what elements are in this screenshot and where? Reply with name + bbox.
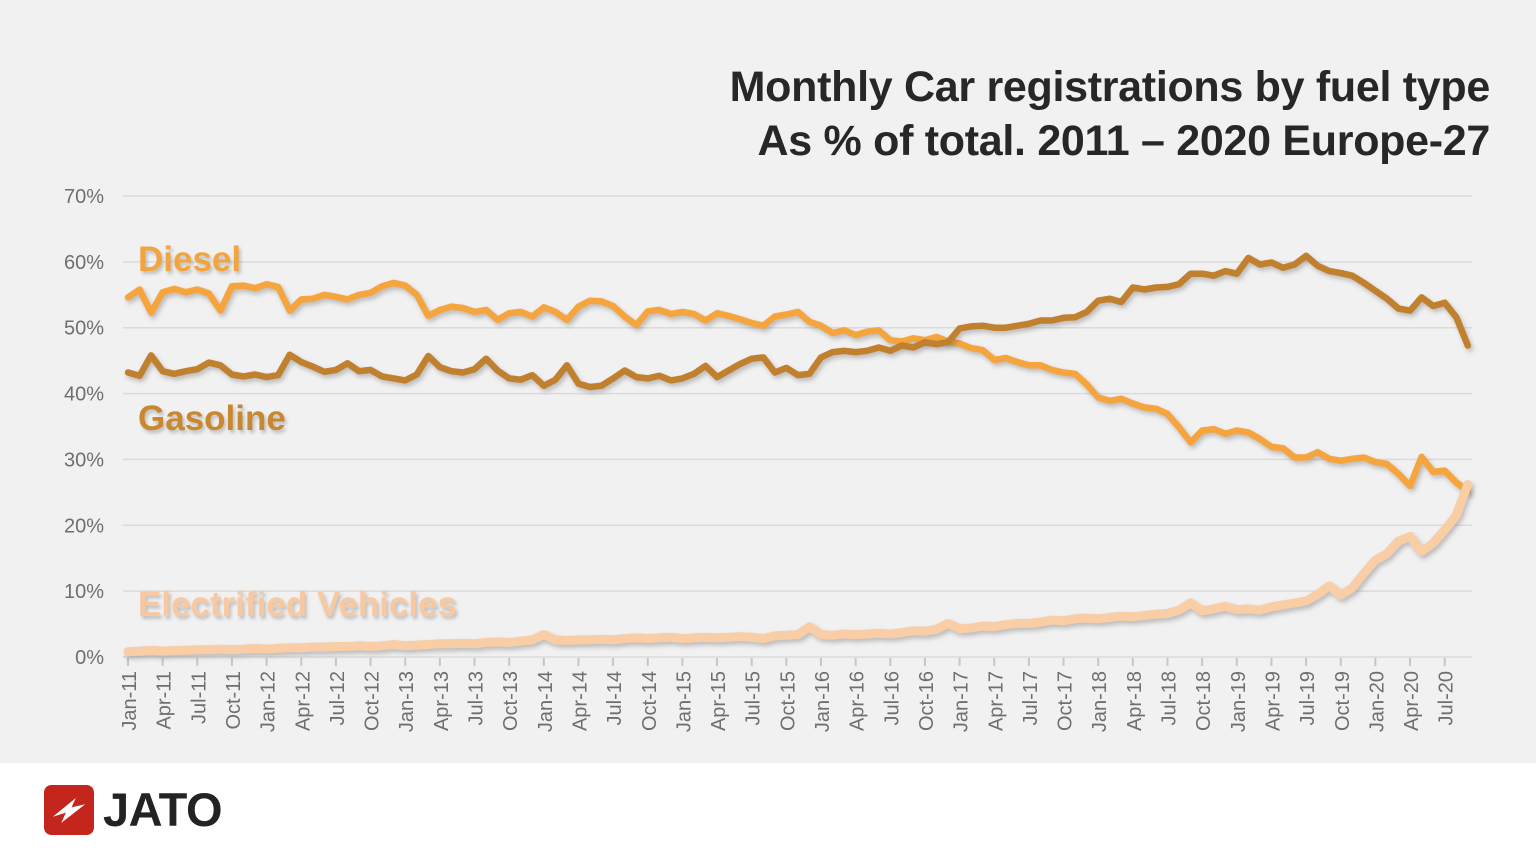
y-axis-label: 70% (64, 186, 104, 208)
chart-title-line2: As % of total. 2011 – 2020 Europe-27 (757, 117, 1491, 165)
y-axis-label: 40% (64, 384, 104, 406)
chart-canvas: 70% 60% 50% 40% 30% 20% 10% 0% Jan-11 Apr-11 Jul-1… (0, 0, 1536, 763)
x-axis-label: Jul-11 (188, 671, 210, 724)
x-axis-label: Jul-16 (881, 671, 903, 725)
line-diesel (124, 279, 1472, 495)
footer: JATO (0, 763, 1536, 857)
x-axis-label: Jan-17 (951, 671, 973, 732)
y-axis-label: 50% (64, 318, 104, 340)
x-axis-label: Jan-13 (396, 671, 418, 732)
x-axis-label: Jan-15 (673, 671, 695, 732)
x-axis-label: Apr-20 (1401, 671, 1423, 731)
x-axis-label: Jul-20 (1436, 671, 1458, 725)
x-axis-label: Apr-14 (569, 671, 591, 731)
x-axis-label: Jul-18 (1159, 671, 1181, 725)
jato-logo-icon (44, 785, 94, 835)
x-axis-label: Apr-18 (1124, 671, 1146, 731)
series-label-electrified-vehicles: Electrified Vehicles (138, 585, 458, 624)
chart-title: Monthly Car registrations by fuel type A… (729, 60, 1491, 168)
x-axis-label: Apr-16 (847, 671, 869, 731)
x-axis-label: Oct-19 (1332, 671, 1354, 731)
line-chart: 70% 60% 50% 40% 30% 20% 10% 0% Jan-11 Apr-11 Jul-1… (64, 186, 1473, 732)
x-axis-label: Apr-19 (1262, 671, 1284, 731)
x-axis-label: Oct-16 (916, 671, 938, 731)
x-axis-label: Jul-15 (743, 671, 765, 725)
line-electrified-vehicles (123, 480, 1473, 657)
y-axis-label: 0% (75, 647, 104, 669)
x-axis-label: Jan-18 (1089, 671, 1111, 732)
x-axis-label: Oct-12 (362, 671, 384, 731)
x-axis-label: Jan-20 (1366, 671, 1388, 732)
x-axis-label: Jan-16 (812, 671, 834, 732)
x-axis-label: Jan-19 (1228, 671, 1250, 732)
y-axis-label: 10% (64, 581, 104, 603)
series-label-diesel: Diesel (138, 240, 242, 279)
series-label-gasoline: Gasoline (138, 399, 286, 438)
x-axis-label: Jul-12 (327, 671, 349, 725)
x-axis-label: Apr-17 (985, 671, 1007, 731)
x-axis-label: Oct-14 (639, 671, 661, 731)
x-axis-label: Apr-13 (431, 671, 453, 731)
x-axis-label: Oct-18 (1193, 671, 1215, 731)
jato-logo: JATO (44, 783, 223, 836)
x-axis-label: Jan-12 (258, 671, 280, 732)
x-axis-label: Apr-15 (708, 671, 730, 731)
x-axis-label: Jul-13 (466, 671, 488, 725)
x-axis-label: Oct-13 (500, 671, 522, 731)
x-axis-label: Jul-14 (604, 671, 626, 725)
line-gasoline (124, 252, 1472, 391)
x-axis-label: Jan-11 (119, 671, 141, 731)
chart-title-line1: Monthly Car registrations by fuel type (729, 63, 1491, 111)
x-axis-label: Oct-11 (223, 671, 245, 730)
x-axis-label: Jul-17 (1020, 671, 1042, 725)
y-axis-label: 20% (64, 515, 104, 537)
x-axis-label: Oct-15 (777, 671, 799, 731)
y-axis-label: 30% (64, 449, 104, 471)
x-axis-label: Jul-19 (1297, 671, 1319, 725)
x-axis-label: Oct-17 (1055, 671, 1077, 731)
y-axis-label: 60% (64, 252, 104, 274)
x-axis-label: Apr-11 (154, 671, 176, 730)
x-axis-label: Jan-14 (535, 671, 557, 732)
jato-logo-text: JATO (103, 783, 223, 836)
x-axis-label: Apr-12 (292, 671, 314, 731)
